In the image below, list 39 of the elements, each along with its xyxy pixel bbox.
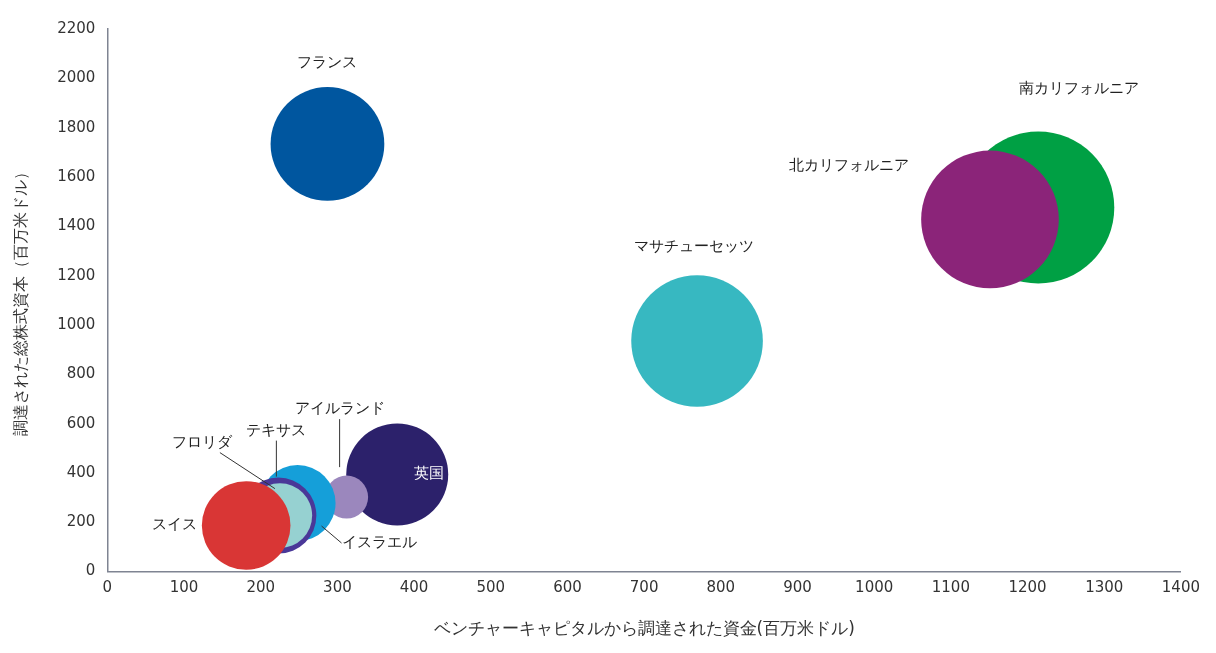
y-tick-label: 800 bbox=[66, 364, 96, 383]
x-tick-label: 700 bbox=[629, 578, 659, 597]
y-tick-label: 2200 bbox=[57, 18, 96, 37]
y-tick-label: 400 bbox=[66, 462, 96, 481]
x-tick-label: 500 bbox=[476, 578, 506, 597]
x-tick-label: 100 bbox=[169, 578, 199, 597]
x-tick-label: 200 bbox=[246, 578, 276, 597]
y-tick-label: 1600 bbox=[57, 166, 96, 185]
x-tick-label: 1400 bbox=[1161, 578, 1201, 597]
y-tick-label: 1400 bbox=[57, 216, 96, 235]
x-tick-label: 1200 bbox=[1008, 578, 1047, 597]
y-tick-label: 1200 bbox=[57, 265, 96, 284]
text: テキサス bbox=[246, 420, 307, 439]
series-label: マサチューセッツ bbox=[634, 236, 755, 255]
y-tick-label: 2000 bbox=[57, 68, 96, 87]
text: 南カリフォルニア bbox=[1019, 79, 1140, 98]
x-tick-label: 900 bbox=[783, 578, 812, 597]
y-tick-label: 600 bbox=[66, 413, 96, 432]
x-tick-label: 0 bbox=[102, 578, 113, 597]
x-tick-label: 800 bbox=[706, 578, 736, 597]
text: フロリダ bbox=[171, 432, 233, 451]
text: アイルランド bbox=[294, 399, 385, 418]
x-tick-label: 1100 bbox=[931, 578, 970, 597]
series-label: スイス bbox=[151, 515, 197, 534]
x-axis-title: ベンチャーキャピタルから調達された資金(百万米ドル) bbox=[433, 618, 855, 639]
y-tick-label: 0 bbox=[85, 561, 96, 580]
series-label: 英国 bbox=[414, 464, 445, 483]
y-tick-label: 1800 bbox=[57, 117, 96, 136]
series-label: イスラエル bbox=[342, 532, 418, 551]
series-label: フランス bbox=[297, 52, 358, 71]
x-tick-label: 300 bbox=[323, 578, 352, 597]
x-tick-label: 400 bbox=[399, 578, 429, 597]
x-tick-label: 1000 bbox=[855, 578, 894, 597]
y-axis-title: 調達された総株式資本（百万米ドル） bbox=[10, 164, 30, 437]
y-tick-label: 1000 bbox=[57, 314, 96, 333]
series-label: 北カリフォルニア bbox=[788, 156, 909, 175]
y-tick-label: 200 bbox=[66, 512, 96, 531]
x-tick-label: 1300 bbox=[1085, 578, 1124, 597]
x-tick-label: 600 bbox=[553, 578, 582, 597]
